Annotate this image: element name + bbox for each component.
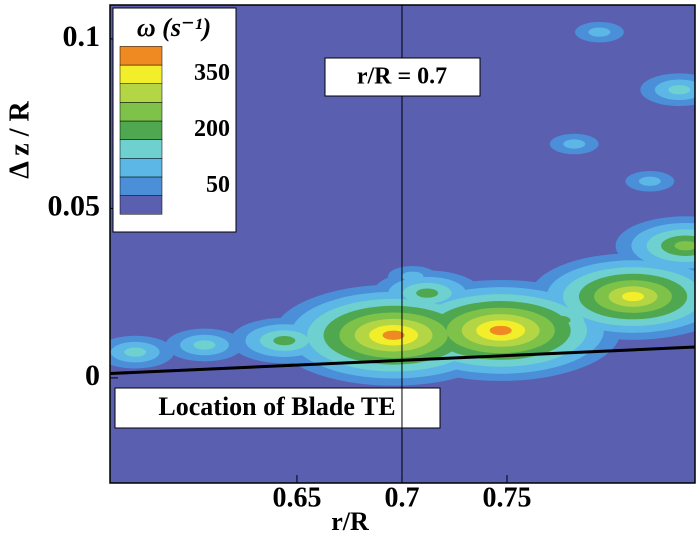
vorticity-contour — [193, 340, 216, 350]
vorticity-contour — [668, 85, 691, 95]
legend-band — [119, 64, 163, 84]
blade-te-line — [109, 345, 696, 375]
x-tick-label: 0.7 — [384, 482, 419, 513]
plot-frame — [109, 4, 696, 484]
legend-band — [119, 139, 163, 159]
x-axis-title: r/R — [331, 507, 369, 536]
y-axis-title: Δ z / R — [4, 101, 35, 179]
legend-band — [119, 46, 163, 66]
vorticity-contour — [548, 315, 571, 325]
vorticity-contour — [638, 176, 661, 186]
vorticity-contour — [622, 291, 645, 302]
legend: ω (s⁻¹) 50 200 350 — [112, 7, 237, 233]
vorticity-contour — [674, 241, 695, 251]
x-tick-label: 0.65 — [272, 482, 321, 513]
legend-band — [119, 158, 163, 178]
vorticity-contour — [588, 27, 611, 37]
vorticity-contour — [416, 288, 439, 298]
legend-tick-label: 50 — [206, 172, 230, 198]
annotation-box — [114, 387, 441, 429]
x-tick-label: 0.75 — [483, 482, 532, 513]
vorticity-contour — [382, 330, 405, 340]
overlay: Location of Blade TE r/R = 0.7 — [109, 5, 696, 483]
vorticity-contour — [124, 347, 147, 357]
legend-band — [119, 102, 163, 122]
y-tick-label: 0.05 — [48, 189, 101, 222]
y-tick-label: 0 — [85, 359, 100, 392]
vorticity-contour — [273, 335, 296, 346]
legend-band — [119, 120, 163, 140]
radius-annotation: r/R = 0.7 — [357, 64, 447, 90]
te-annotation: Location of Blade TE — [158, 392, 395, 421]
legend-title: ω (s⁻¹) — [137, 13, 211, 42]
y-tick-label: 0.1 — [63, 20, 101, 53]
vorticity-contour — [489, 325, 512, 336]
legend-tick-label: 350 — [194, 60, 230, 86]
vorticity-contour — [563, 139, 586, 149]
legend-band — [119, 176, 163, 196]
legend-band — [119, 83, 163, 103]
legend-tick-label: 200 — [194, 116, 230, 142]
annotation-box — [324, 57, 481, 97]
legend-band — [119, 195, 163, 215]
